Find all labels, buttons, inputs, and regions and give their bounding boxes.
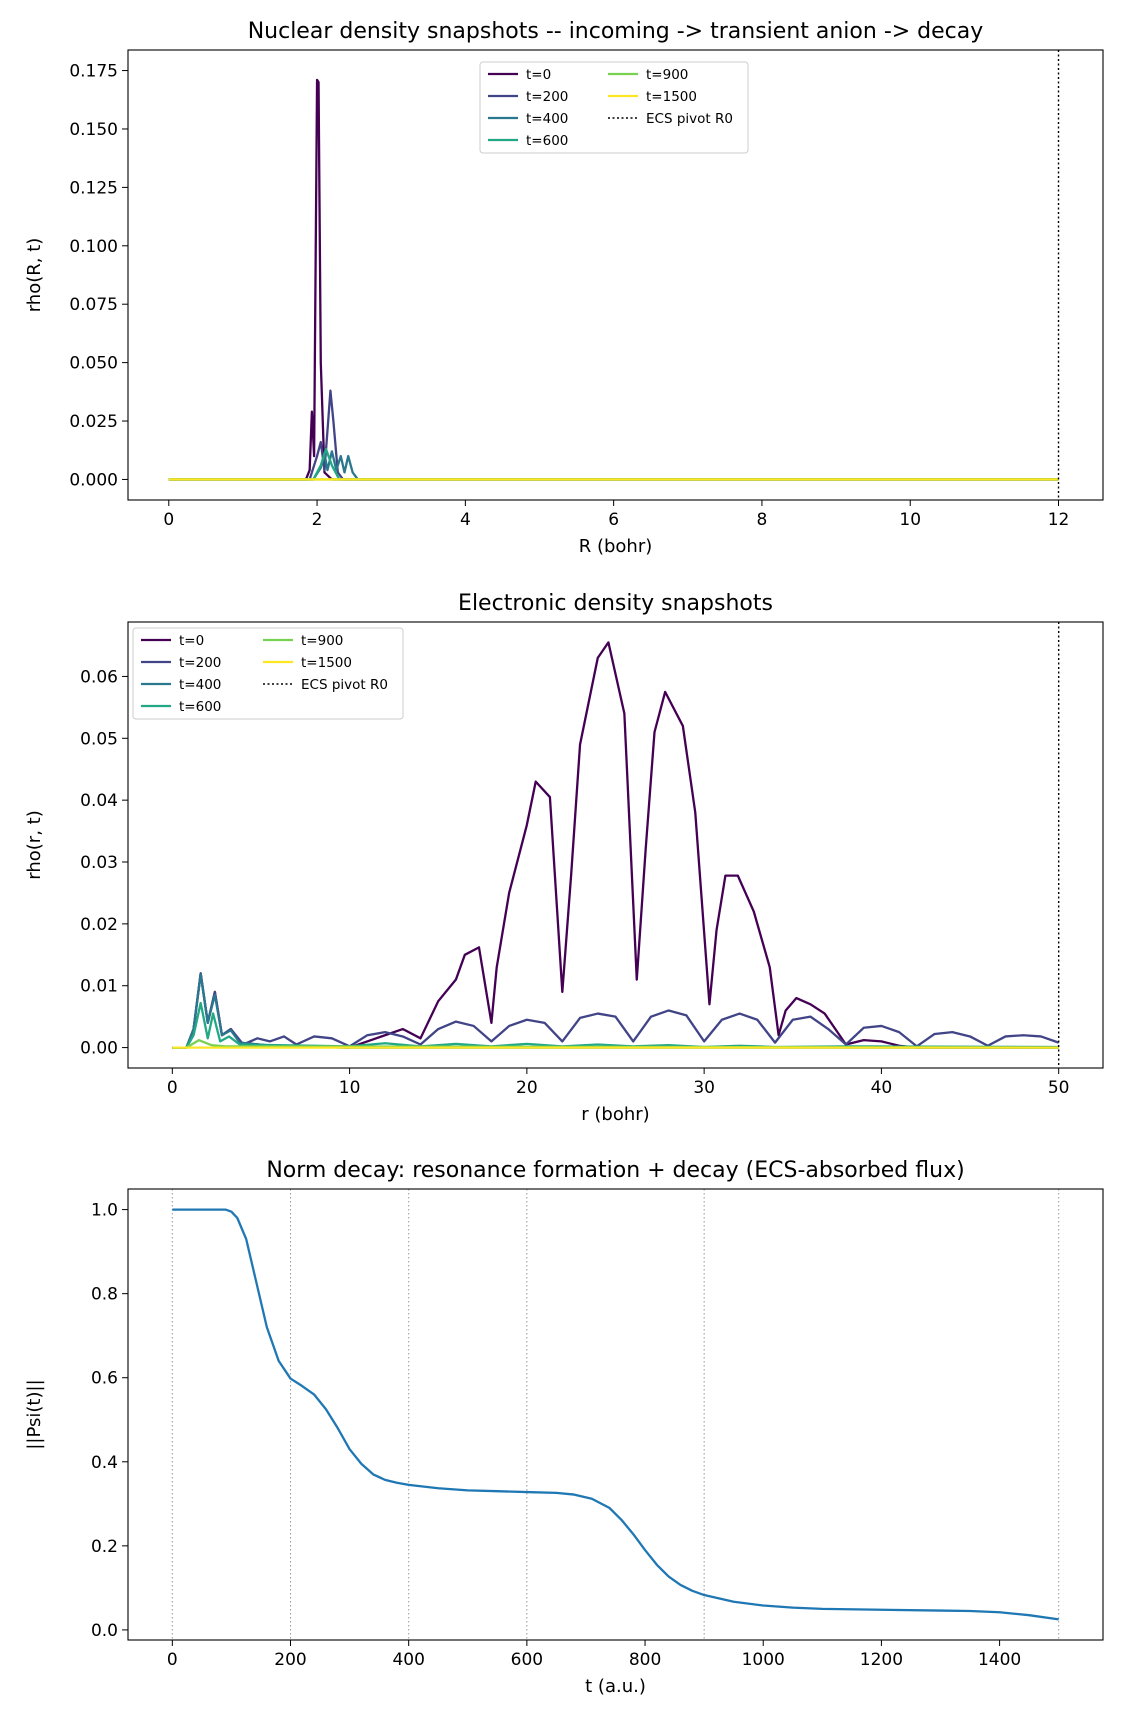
y-axis-label: rho(R, t) xyxy=(24,238,45,313)
x-tick-label: 600 xyxy=(511,1650,543,1670)
x-axis-label: r (bohr) xyxy=(581,1104,649,1125)
y-tick-label: 0.06 xyxy=(80,667,118,687)
x-tick-label: 800 xyxy=(629,1650,661,1670)
legend-label: t=900 xyxy=(301,633,343,649)
legend-box xyxy=(479,61,749,154)
chart-title: Norm decay: resonance formation + decay … xyxy=(266,1158,964,1183)
x-tick-label: 12 xyxy=(1048,510,1070,530)
x-tick-label: 1000 xyxy=(742,1650,785,1670)
y-tick-label: 0.025 xyxy=(69,412,118,432)
y-tick-label: 0.00 xyxy=(80,1039,118,1059)
series-line-t-0 xyxy=(168,78,1059,481)
x-tick-label: 4 xyxy=(460,510,471,530)
series-line-t-400 xyxy=(172,973,1059,1049)
y-tick-label: 0.02 xyxy=(80,915,118,935)
legend-label: t=200 xyxy=(179,655,221,671)
y-tick-label: 0.000 xyxy=(69,470,118,490)
legend-label: ECS pivot R0 xyxy=(646,111,733,127)
legend-label: t=0 xyxy=(179,633,204,649)
series-line-t-200 xyxy=(168,389,1059,481)
y-tick-label: 0.050 xyxy=(69,354,118,374)
legend-box xyxy=(132,627,404,720)
y-tick-label: 0.075 xyxy=(69,295,118,315)
y-tick-label: 0.6 xyxy=(91,1369,118,1389)
x-tick-label: 0 xyxy=(167,1650,178,1670)
y-tick-label: 0.2 xyxy=(91,1537,118,1557)
legend-label: t=1500 xyxy=(301,655,352,671)
chart-3: 0 200 400 600 800 1000 1200 1400 0.0 0.2 0.4 0.6 0.8… xyxy=(24,1158,1104,1697)
legend-label: t=0 xyxy=(526,67,551,83)
y-tick-label: 0.175 xyxy=(69,62,118,82)
axes-frame xyxy=(127,49,1104,501)
x-tick-label: 30 xyxy=(693,1078,715,1098)
legend: t=0 t=200 t=400 t=600 t=900 t=1500 ECS pivot R… xyxy=(479,61,749,154)
x-tick-label: 1400 xyxy=(978,1650,1021,1670)
legend: t=0 t=200 t=400 t=600 t=900 t=1500 ECS pivot R… xyxy=(132,627,404,720)
x-tick-label: 0 xyxy=(167,1078,178,1098)
axes-frame xyxy=(127,621,1104,1069)
y-tick-label: 0.100 xyxy=(69,237,118,257)
chart-title: Electronic density snapshots xyxy=(458,591,773,616)
x-tick-label: 10 xyxy=(339,1078,361,1098)
y-tick-label: 0.05 xyxy=(80,729,118,749)
x-tick-label: 20 xyxy=(516,1078,538,1098)
legend-label: t=400 xyxy=(526,111,568,127)
series-line-t-400 xyxy=(168,450,1059,481)
x-tick-label: 6 xyxy=(608,510,619,530)
legend-label: t=900 xyxy=(646,67,688,83)
y-tick-label: 0.0 xyxy=(91,1621,118,1641)
y-tick-label: 0.03 xyxy=(80,853,118,873)
legend-label: t=1500 xyxy=(646,89,697,105)
chart-1: 0 2 4 6 8 10 12 0.000 0.025 0.050 0.075 0.100 0.125 0… xyxy=(24,19,1104,557)
y-axis-label: ||Psi(t)|| xyxy=(24,1379,45,1449)
x-axis-label: R (bohr) xyxy=(579,536,653,557)
y-tick-label: 0.150 xyxy=(69,120,118,140)
series-line-1 xyxy=(172,1208,1059,1621)
x-tick-label: 400 xyxy=(392,1650,424,1670)
y-tick-label: 0.4 xyxy=(91,1453,118,1473)
x-tick-label: 200 xyxy=(274,1650,306,1670)
y-tick-label: 1.0 xyxy=(91,1201,118,1221)
x-tick-label: 40 xyxy=(871,1078,893,1098)
series-line-t-600 xyxy=(168,447,1059,481)
x-tick-label: 0 xyxy=(163,510,174,530)
chart-2: 0 10 20 30 40 50 0.00 0.01 0.02 0.03 0.04 0.05 0.06 E… xyxy=(24,591,1104,1125)
y-tick-label: 0.125 xyxy=(69,178,118,198)
x-tick-label: 50 xyxy=(1048,1078,1070,1098)
legend-label: t=200 xyxy=(526,89,568,105)
y-axis-label: rho(r, t) xyxy=(24,810,45,879)
x-tick-label: 8 xyxy=(757,510,768,530)
legend-label: t=600 xyxy=(179,699,221,715)
x-axis-label: t (a.u.) xyxy=(585,1676,646,1697)
series-line-t-200 xyxy=(172,972,1060,1049)
chart-title: Nuclear density snapshots -- incoming ->… xyxy=(248,19,984,44)
x-tick-label: 2 xyxy=(312,510,323,530)
legend-label: t=400 xyxy=(179,677,221,693)
legend-label: ECS pivot R0 xyxy=(301,677,388,693)
y-tick-label: 0.8 xyxy=(91,1285,118,1305)
legend-label: t=600 xyxy=(526,133,568,149)
y-tick-label: 0.01 xyxy=(80,977,118,997)
axes-frame xyxy=(127,1188,1104,1641)
x-tick-label: 10 xyxy=(899,510,921,530)
y-tick-label: 0.04 xyxy=(80,791,118,811)
x-tick-label: 1200 xyxy=(860,1650,903,1670)
